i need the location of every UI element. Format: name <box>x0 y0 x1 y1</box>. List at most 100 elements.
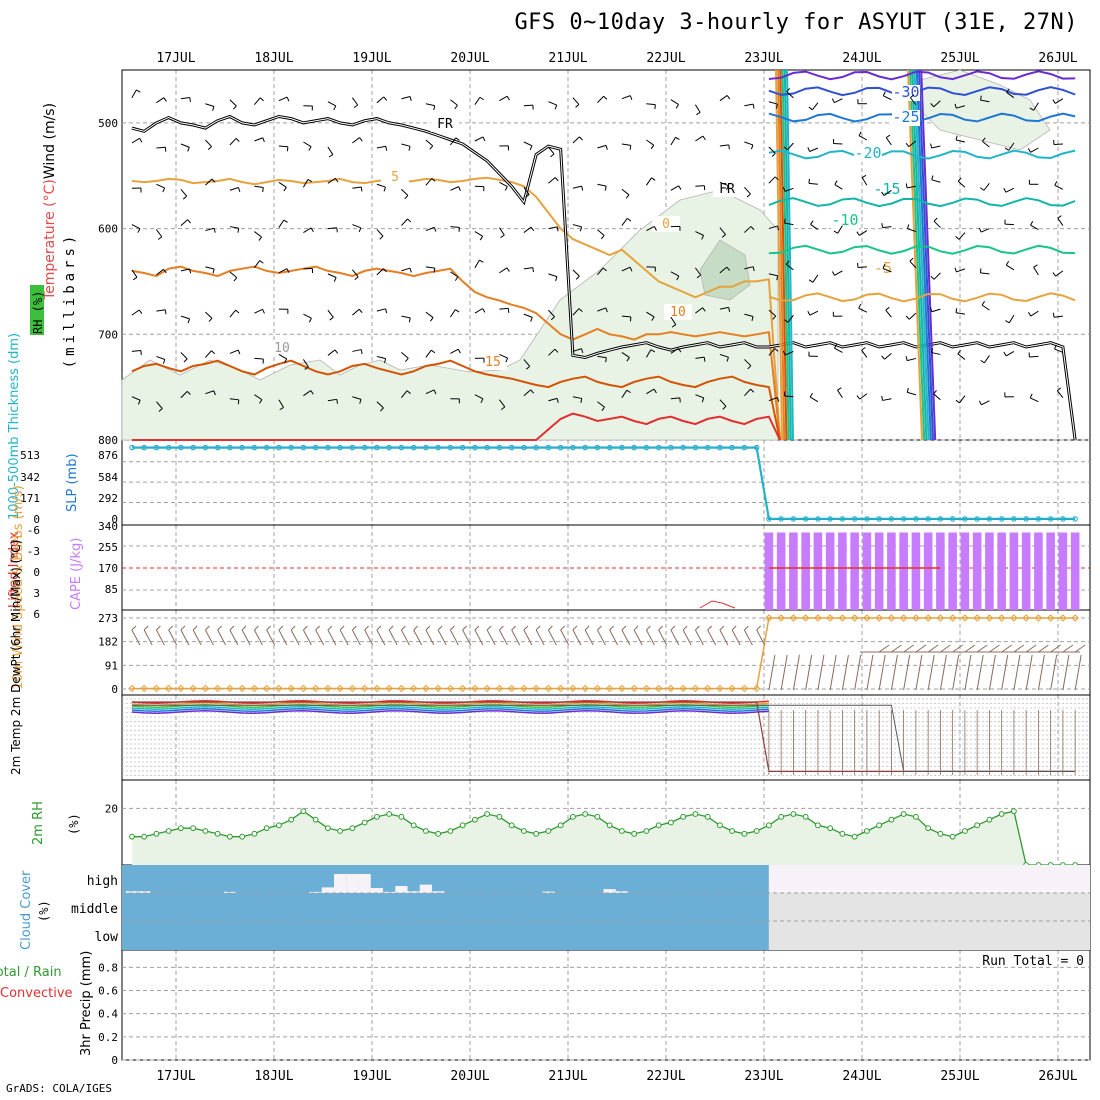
wind-barb-flag <box>1056 387 1062 392</box>
wind-barb <box>572 396 582 399</box>
surface-wind-barb <box>462 629 472 646</box>
day-label-bottom: 20JUL <box>450 1069 489 1084</box>
temperature-line <box>131 710 769 714</box>
wind-barb <box>254 231 262 238</box>
wind-barb <box>474 259 480 269</box>
wind-barb <box>425 226 435 232</box>
wind-barb-flag <box>771 153 776 157</box>
wind-barb <box>499 95 508 102</box>
y-tick-left: 3 <box>33 587 40 600</box>
surface-wind-barb <box>511 629 521 646</box>
surface-wind-barb <box>1013 654 1021 691</box>
wind-barb <box>131 349 141 352</box>
wind-barb-flag <box>955 135 958 141</box>
transition-contour <box>783 69 792 441</box>
wind-barb <box>425 311 434 318</box>
thickness-line-marker <box>852 516 858 522</box>
wind-barb-flag <box>233 277 238 282</box>
surface-wind-barb <box>388 629 398 646</box>
rh-marker <box>692 811 699 817</box>
rh-marker <box>459 822 466 829</box>
thickness-line-marker <box>484 445 490 451</box>
high-cloud-gap <box>346 873 359 893</box>
surface-wind-barb <box>131 629 141 646</box>
wind-barb <box>229 138 237 146</box>
cape-bar <box>850 532 859 610</box>
wind-barb-flag <box>728 307 731 312</box>
rh-marker <box>949 833 956 840</box>
wind-barb-flag <box>885 306 890 311</box>
wind-barb-flag <box>237 228 240 233</box>
wind-barb-flag <box>308 146 312 151</box>
wind-barb-flag <box>405 357 409 362</box>
surface-wind-barb-flag <box>621 625 627 631</box>
surface-wind-barb-flag <box>388 625 394 631</box>
wind-barb <box>909 97 917 106</box>
wind-barb-flag <box>556 226 559 232</box>
surface-wind-barb <box>523 629 533 646</box>
panel-precip <box>121 949 1091 1061</box>
wind-barb <box>885 309 892 318</box>
thickness-line-marker <box>705 445 711 451</box>
thickness-line-marker <box>692 445 699 451</box>
wind-barb <box>695 356 705 359</box>
day-label-bottom: 17JUL <box>156 1069 195 1084</box>
wind-barb-flag <box>525 194 530 198</box>
surface-wind-barb-flag <box>572 625 578 631</box>
wind-barb <box>670 99 679 105</box>
surface-wind-barb-flag <box>192 625 198 631</box>
wind-barb <box>768 397 778 402</box>
cape-bar <box>862 532 872 610</box>
wind-barb <box>523 104 533 107</box>
wind-barb-flag <box>603 95 608 100</box>
thickness-line-marker <box>190 445 196 451</box>
contour-label: -20 <box>854 144 881 162</box>
wind-barb-flag <box>774 348 779 352</box>
precip-total-label: Total / Rain <box>0 965 62 980</box>
wind-barb-flag <box>629 95 633 101</box>
wind-barb <box>499 267 508 274</box>
wind-barb <box>548 226 558 230</box>
wind-barb <box>1005 187 1015 193</box>
wind-barb <box>719 266 728 274</box>
thickness-line-marker <box>986 516 993 522</box>
wind-barb-flag <box>237 399 240 405</box>
thickness-line-marker <box>925 516 931 522</box>
wind-barb <box>597 355 607 359</box>
wind-barb <box>744 266 754 270</box>
wind-barb <box>401 390 408 399</box>
day-label-bottom: 25JUL <box>940 1069 979 1084</box>
wind-barb <box>1008 314 1015 324</box>
thickness-line-marker <box>950 516 956 522</box>
wind-barb <box>205 311 213 319</box>
y-axis-label: 3hr Precip (mm) <box>79 951 94 1056</box>
thickness-line-marker <box>888 516 895 522</box>
surface-wind-barb-flag <box>1062 644 1074 653</box>
wind-barb-flag <box>580 398 583 403</box>
cape-bar <box>789 532 798 610</box>
temperature-contour <box>768 197 1076 208</box>
rh-marker <box>962 828 968 834</box>
wind-barb <box>474 96 481 105</box>
cape-bar <box>1009 532 1019 610</box>
rh-marker <box>361 819 368 826</box>
rh-marker <box>496 813 503 820</box>
thickness-line-marker <box>349 445 355 451</box>
y-axis-label: 2m RH <box>31 801 46 845</box>
surface-wind-barb <box>890 654 898 691</box>
contour-label-bg <box>892 110 920 126</box>
wind-barb-flag <box>933 217 938 222</box>
surface-wind-barb <box>658 629 668 646</box>
wind-barb-flag <box>384 358 387 364</box>
wind-barb <box>1057 217 1064 226</box>
wind-barb-flag <box>358 308 363 313</box>
wind-barb-flag <box>164 309 167 315</box>
wind-barb <box>621 218 628 226</box>
wind-barb <box>670 316 677 325</box>
wind-barb <box>229 187 239 191</box>
wind-barb-flag <box>162 359 166 364</box>
wind-barb-flag <box>750 388 755 393</box>
cloud-high-clear <box>768 865 1090 893</box>
wind-barb <box>156 355 166 360</box>
rh-marker <box>251 830 258 837</box>
